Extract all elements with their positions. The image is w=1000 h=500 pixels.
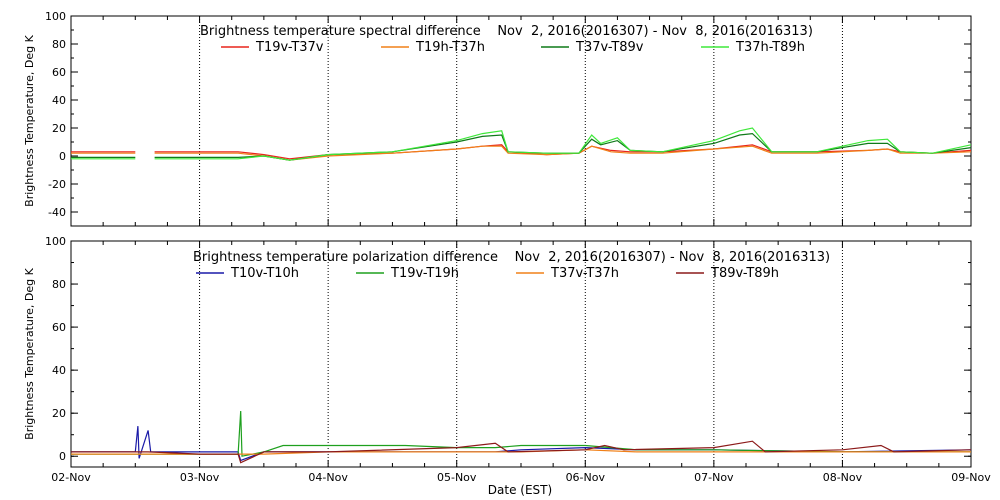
spectral-y-tick-label: 100 — [45, 10, 66, 23]
spectral-grid — [199, 16, 843, 226]
x-tick-label: 03-Nov — [180, 471, 220, 484]
polarization-line-t37v-t37h — [71, 449, 971, 455]
spectral-difference-panel: -40 -20 0 20 40 60 80 100 Brightness temperatur… — [23, 10, 972, 227]
spectral-legend-label-t19v-t37v: T19v-T37v — [255, 40, 324, 55]
spectral-legend-label-t37h-t89h: T37h-T89h — [735, 40, 805, 55]
spectral-series — [71, 127, 972, 161]
x-tick-label: 05-Nov — [437, 471, 477, 484]
spectral-y-tick-label: -40 — [48, 206, 66, 219]
spectral-y-tick-label: 0 — [59, 150, 66, 163]
x-axis-label: Date (EST) — [488, 483, 552, 497]
polarization-y-axis: 0 20 40 60 80 100 — [45, 235, 971, 463]
polarization-y-tick-label: 20 — [52, 407, 66, 420]
polarization-y-tick-label: 0 — [59, 450, 66, 463]
spectral-y-tick-label: 60 — [52, 66, 66, 79]
polarization-y-tick-label: 60 — [52, 321, 66, 334]
x-tick-label: 08-Nov — [823, 471, 863, 484]
spectral-y-axis-label: Brightness Temperature, Deg K — [23, 34, 36, 206]
spectral-legend-label-t19h-t37h: T19h-T37h — [415, 40, 485, 55]
x-tick-label: 09-Nov — [951, 471, 991, 484]
x-tick-label: 04-Nov — [308, 471, 348, 484]
polarization-y-tick-label: 100 — [45, 235, 66, 248]
polarization-difference-panel: 0 20 40 60 80 100 02-Nov 03-Nov 04-Nov 05-Nov 06-… — [23, 235, 991, 484]
spectral-y-tick-label: 40 — [52, 94, 66, 107]
polarization-chart-title: Brightness temperature polarization diff… — [193, 250, 830, 265]
polarization-series — [71, 410, 972, 464]
polarization-legend-label-t19v-t19h: T19v-T19h — [390, 266, 459, 281]
spectral-chart-title: Brightness temperature spectral differen… — [200, 24, 813, 39]
polarization-y-axis-label: Brightness Temperature, Deg K — [23, 267, 36, 439]
polarization-y-tick-label: 40 — [52, 364, 66, 377]
x-tick-label: 02-Nov — [51, 471, 91, 484]
polarization-x-axis: 02-Nov 03-Nov 04-Nov 05-Nov 06-Nov 07-Nov 08-N… — [51, 241, 991, 484]
spectral-y-tick-label: -20 — [48, 178, 66, 191]
polarization-line-t89v-t89h — [71, 440, 972, 464]
x-tick-label: 07-Nov — [694, 471, 734, 484]
polarization-legend-label-t10v-t10h: T10v-T10h — [230, 266, 299, 281]
spectral-legend: T19v-T37v T19h-T37h T37v-T89v T37h-T89h — [221, 40, 805, 55]
polarization-legend: T10v-T10h T19v-T19h T37v-T37h T89v-T89h — [196, 266, 779, 281]
spectral-line-t37h-t89h — [71, 127, 972, 161]
polarization-legend-label-t89v-t89h: T89v-T89h — [710, 266, 779, 281]
polarization-y-tick-label: 80 — [52, 278, 66, 291]
spectral-x-axis — [70, 16, 972, 226]
x-tick-label: 06-Nov — [566, 471, 606, 484]
spectral-y-tick-label: 20 — [52, 122, 66, 135]
polarization-legend-label-t37v-t37h: T37v-T37h — [550, 266, 619, 281]
spectral-y-axis: -40 -20 0 20 40 60 80 100 — [45, 10, 971, 227]
spectral-legend-label-t37v-t89v: T37v-T89v — [575, 40, 644, 55]
spectral-y-tick-label: 80 — [52, 38, 66, 51]
